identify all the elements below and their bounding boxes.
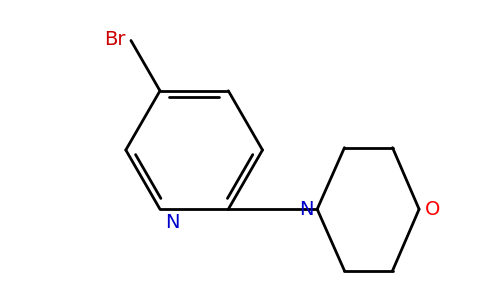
Text: Br: Br (104, 30, 125, 49)
Text: O: O (424, 200, 440, 219)
Text: N: N (166, 213, 180, 232)
Text: N: N (299, 200, 314, 219)
